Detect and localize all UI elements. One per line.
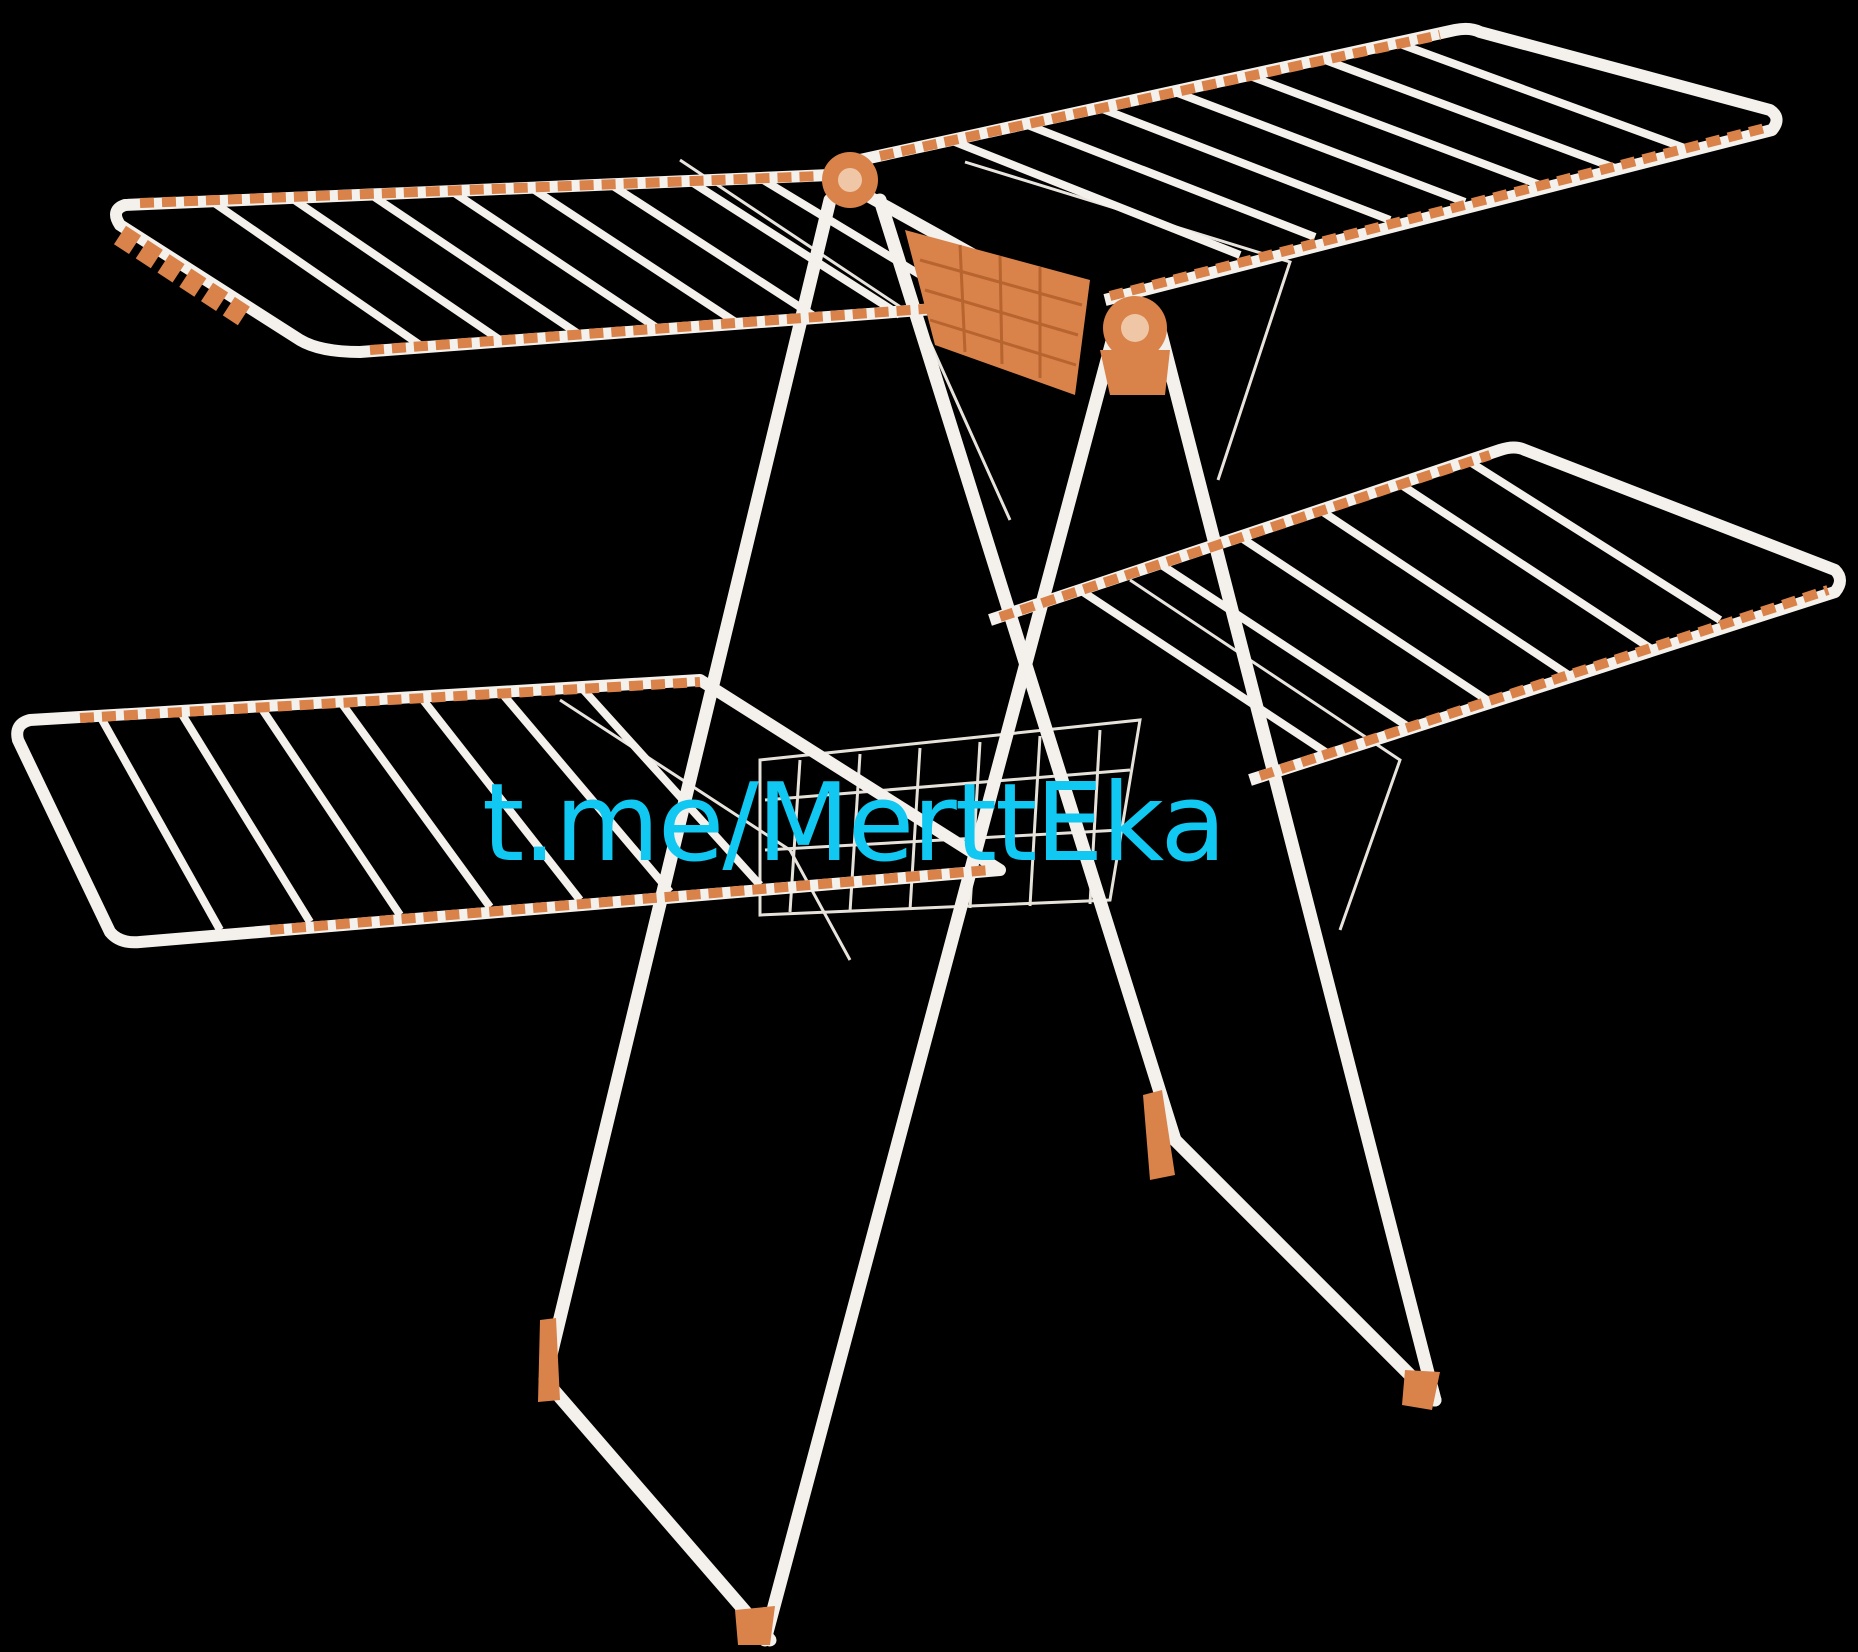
left-leg-back: [538, 193, 837, 1387]
upper-right-wing: [858, 22, 1783, 306]
lower-right-wing: [988, 441, 1846, 786]
watermark-text: t.me/MerttEka: [482, 761, 1226, 886]
right-leg-front: [1153, 323, 1442, 1407]
right-foot-bar: [1168, 1133, 1442, 1407]
foot-caps: [538, 1090, 1440, 1645]
legs: [538, 193, 1442, 1647]
hinges: [822, 152, 1170, 395]
basket: [905, 230, 1090, 395]
right-leg-back: [758, 323, 1122, 1647]
left-foot-bar: [538, 1373, 777, 1647]
lower-left-wing: [11, 674, 1006, 949]
